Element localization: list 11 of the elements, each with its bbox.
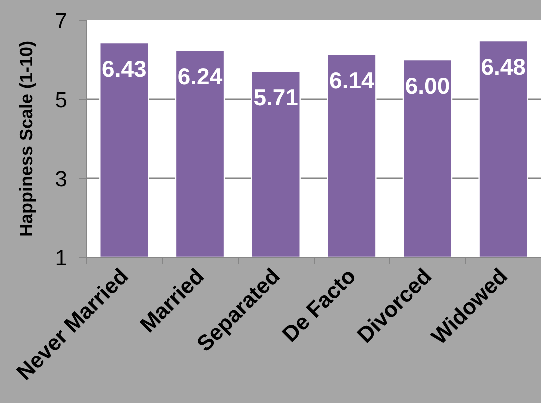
y-tick-label: 3 — [55, 166, 68, 192]
y-tick-label: 5 — [55, 88, 68, 112]
y-tick-label: 1 — [55, 246, 68, 270]
data-label: 6.00 — [405, 73, 450, 99]
data-label: 6.14 — [330, 67, 375, 94]
data-label: 6.43 — [102, 56, 147, 82]
data-label: 6.48 — [481, 54, 526, 80]
data-label: 5.71 — [254, 84, 299, 110]
y-tick-label: 7 — [55, 8, 68, 34]
y-axis-title: Happiness Scale (1-10) — [16, 40, 36, 238]
data-label: 6.24 — [178, 64, 223, 90]
